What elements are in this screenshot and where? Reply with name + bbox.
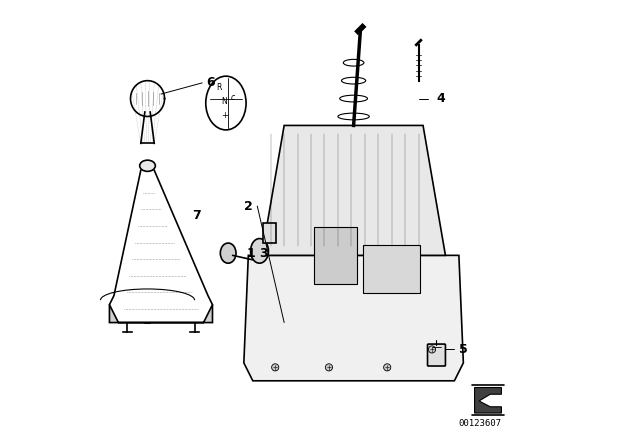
Circle shape — [428, 346, 436, 353]
Text: +: + — [221, 111, 228, 120]
FancyBboxPatch shape — [263, 223, 276, 243]
Text: 3: 3 — [260, 246, 268, 260]
Polygon shape — [244, 255, 463, 381]
Polygon shape — [262, 125, 445, 255]
FancyBboxPatch shape — [314, 227, 357, 284]
Text: c: c — [230, 93, 235, 102]
Ellipse shape — [220, 243, 236, 263]
FancyBboxPatch shape — [364, 245, 420, 293]
Circle shape — [325, 364, 333, 371]
Ellipse shape — [250, 238, 269, 263]
Circle shape — [383, 364, 391, 371]
Circle shape — [271, 364, 279, 371]
Polygon shape — [109, 305, 212, 323]
Ellipse shape — [140, 160, 156, 172]
FancyBboxPatch shape — [428, 344, 445, 366]
Text: 4: 4 — [436, 92, 445, 105]
Text: R: R — [216, 83, 222, 92]
Text: 5: 5 — [459, 343, 468, 356]
Text: 2: 2 — [244, 199, 253, 213]
Text: 6: 6 — [206, 76, 214, 90]
Text: 00123607: 00123607 — [458, 419, 501, 428]
Polygon shape — [475, 388, 502, 413]
Text: N: N — [221, 97, 227, 106]
Text: 1: 1 — [246, 246, 255, 260]
Text: 7: 7 — [193, 208, 201, 222]
